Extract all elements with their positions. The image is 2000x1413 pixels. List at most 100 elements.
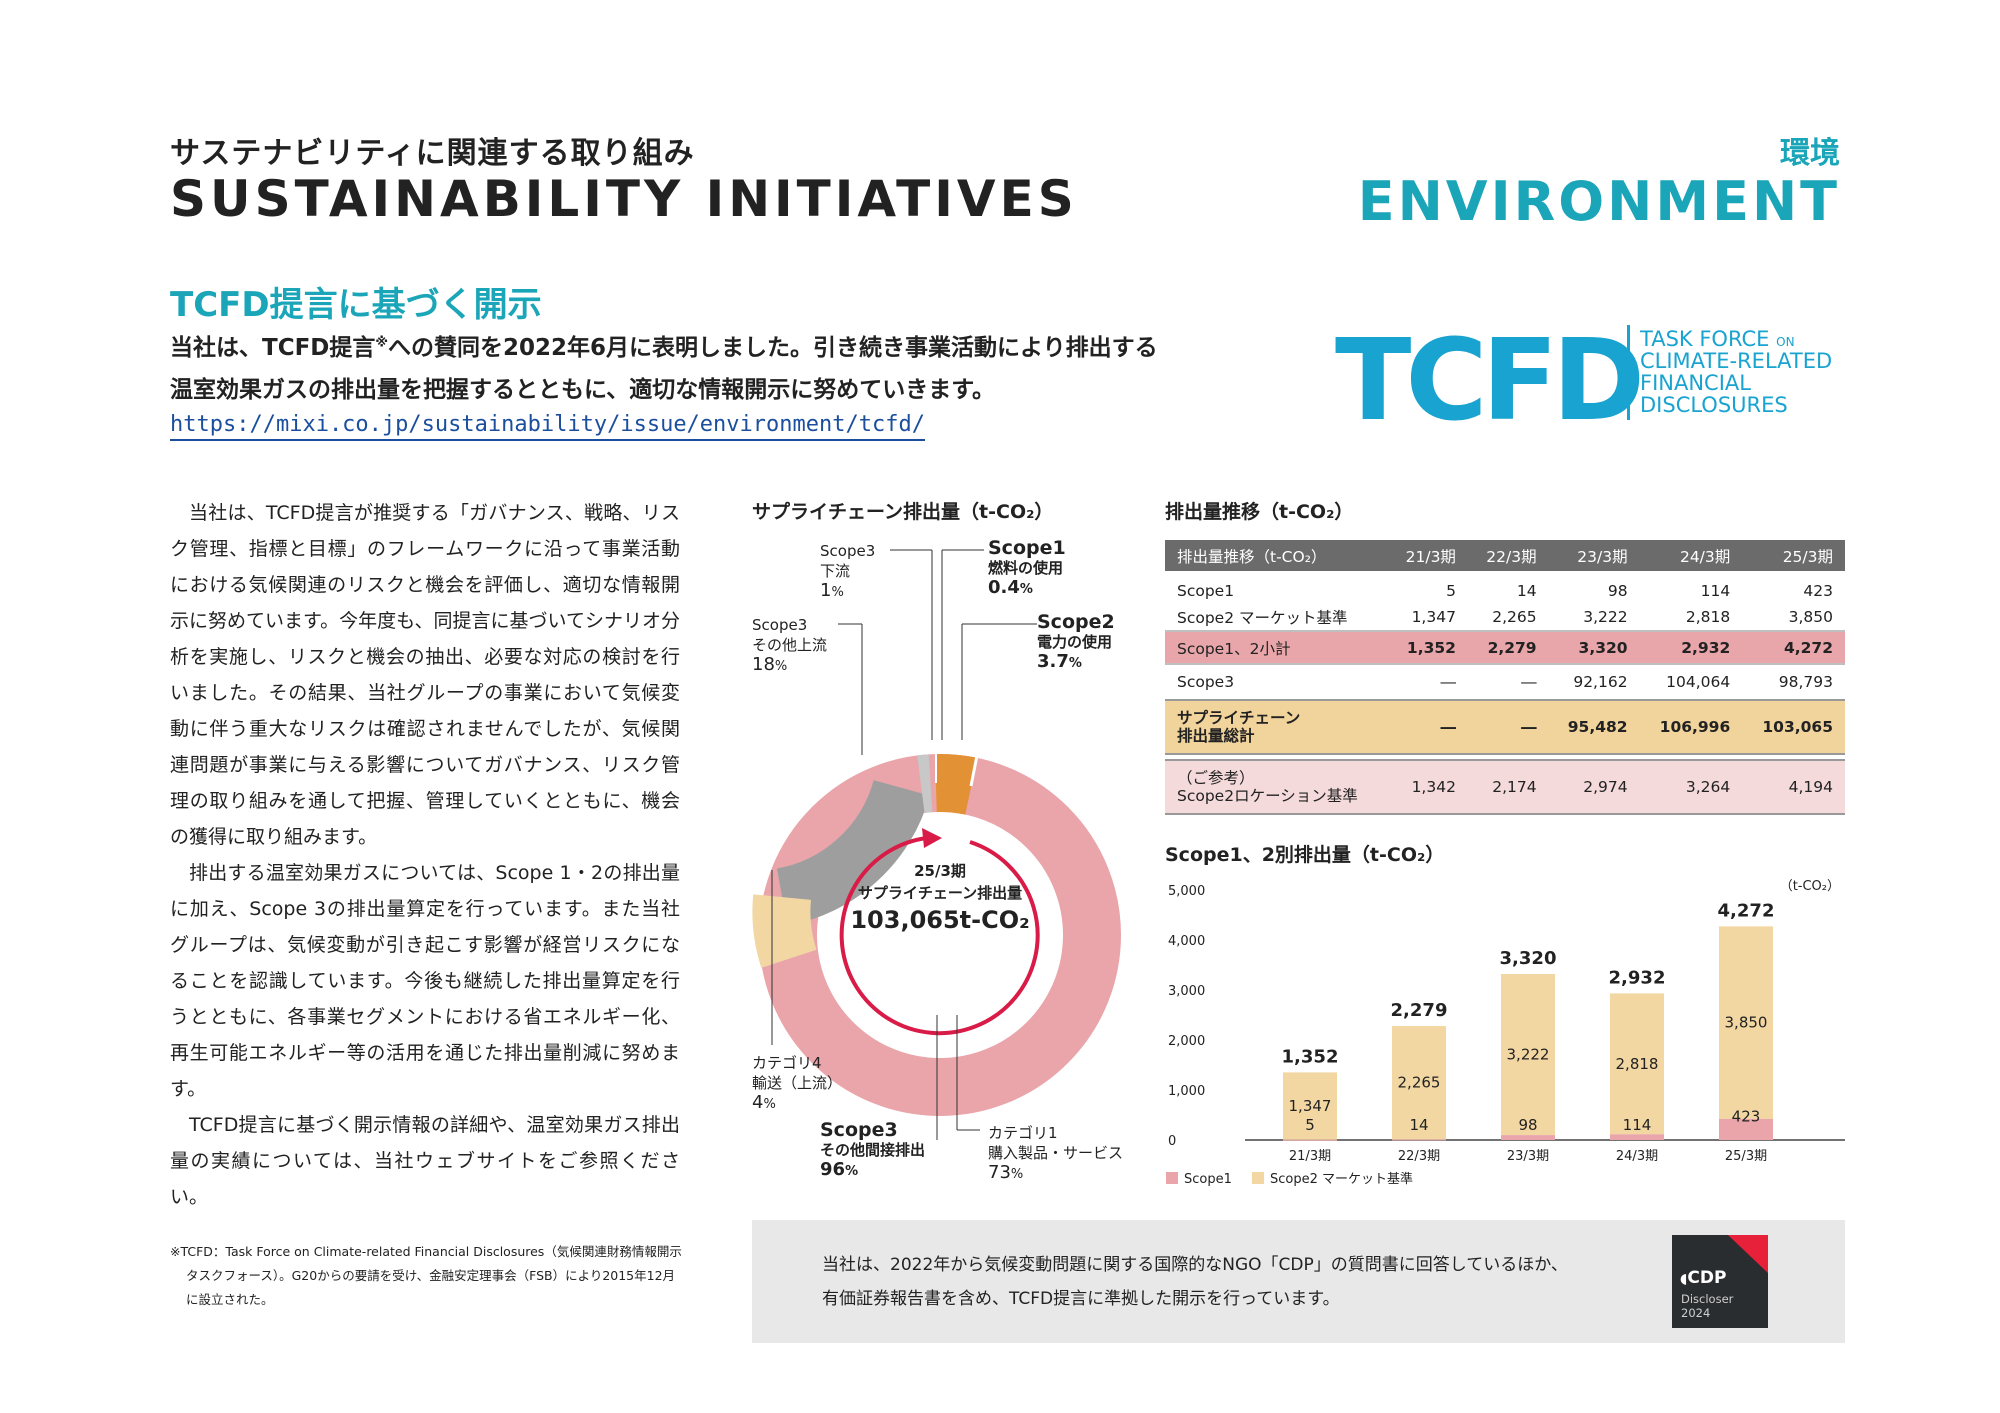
header-title-jp: サステナビリティに関連する取り組み [170,136,695,171]
y-tick-label: 1,000 [1168,1084,1205,1099]
table-cell: ― [1440,673,1456,691]
table-cell: ― [1387,699,1468,755]
table-cell: 3,264 [1639,759,1743,815]
table-header: 21/3期 [1387,540,1468,571]
table-cell: Scope1 [1177,581,1235,600]
table-row: Scope2 マーケット基準 1,347 2,265 3,222 2,818 3… [1165,604,1845,631]
table-cell: 3,222 [1583,608,1628,626]
label-cat4-sub: 輸送（上流） [752,1074,843,1092]
label-cat1-name: カテゴリ1 [988,1124,1058,1142]
label-scope1-pct-value: 0.4 [988,577,1020,598]
tcfd-logo-line-3: FINANCIAL [1640,371,1751,395]
table-cell: 423 [1803,581,1833,600]
table-cell: 5 [1446,581,1456,600]
label-scope3-downstream: Scope3 下流 1% [820,541,875,603]
x-tick-label: 22/3期 [1398,1149,1440,1164]
bar-scope2 [1719,926,1773,1119]
donut-segment-scope3-downstream [917,754,933,813]
legend-swatch-scope1 [1166,1172,1178,1184]
body-paragraph-1: 当社は、TCFD提言が推奨する「ガバナンス、戦略、リスク管理、指標と目標」のフレ… [170,502,680,848]
table-cell: 3,320 [1548,630,1640,665]
bar-scope1-label: 423 [1732,1107,1761,1125]
label-scope3-sub: その他間接排出 [820,1141,926,1159]
bar-total-label: 3,320 [1500,948,1557,969]
table-cell: 3,850 [1788,608,1833,626]
lead-line-2: 温室効果ガスの排出量を把握するとともに、適切な情報開示に努めていきます。 [170,377,996,403]
label-scope1-name: Scope1 [988,537,1066,559]
label-scope2-pct-value: 3.7 [1037,651,1069,672]
x-tick-label: 24/3期 [1616,1149,1658,1164]
table-cell: ― [1467,699,1549,755]
table-cell: 2,818 [1685,608,1731,626]
cdp-text-line-1: 当社は、2022年から気候変動問題に関する国際的なNGO「CDP」の質問書に回答… [822,1255,1568,1275]
table-cell: 103,065 [1742,699,1845,755]
table-cell-line: 排出量総計 [1177,727,1255,745]
x-tick-label: 25/3期 [1725,1149,1767,1164]
tcfd-logo-line-4: DISCLOSURES [1640,393,1788,417]
bar-scope2 [1392,1026,1446,1140]
table-cell-line: （ご参考） [1177,769,1255,787]
cdp-text-line-2: 有価証券報告書を含め、TCFD提言に準拠した開示を行っています。 [822,1289,1340,1309]
label-scope3-pct: 96% [820,1160,925,1182]
cdp-logo: ◖CDP [1680,1268,1726,1288]
tcfd-logo-divider [1627,325,1630,420]
bar-scope1 [1719,1118,1773,1140]
bar-total-label: 2,279 [1391,1000,1448,1021]
label-s3other-pct-sign: % [774,659,788,674]
label-cat4-pct: 4% [752,1093,842,1115]
bar-scope1 [1392,1139,1446,1141]
supply-chain-title: サプライチェーン排出量（t-CO₂） [752,501,1054,523]
bar-chart-title: Scope1、2別排出量（t-CO₂） [1165,844,1445,866]
label-scope1-pct-sign: % [1019,582,1033,597]
table-row: Scope3 ― ― 92,162 104,064 98,793 [1165,664,1845,700]
table-cell: サプライチェーン 排出量総計 [1165,699,1388,755]
label-scope1-sub: 燃料の使用 [988,559,1064,577]
table-cell-line: Scope2ロケーション基準 [1177,787,1358,805]
lead-line-1: 当社は、TCFD提言※への賛同を2022年6月に表明しました。引き続き事業活動に… [170,328,1158,362]
label-cat4-name: カテゴリ4 [752,1054,822,1072]
table-header: 排出量推移（t-CO₂） [1165,540,1388,571]
bar-scope1-label: 5 [1305,1116,1315,1134]
label-scope1-pct: 0.4% [988,578,1066,600]
table-cell: 98,793 [1778,673,1833,691]
legend-label-scope1: Scope1 [1184,1172,1232,1187]
bar-total-label: 2,932 [1609,967,1666,988]
table-row-reference: （ご参考） Scope2ロケーション基準 1,342 2,174 2,974 3,… [1165,759,1845,815]
label-scope3-other: Scope3 その他上流 18% [752,615,827,677]
table-cell: 2,265 [1492,608,1537,626]
table-header: 24/3期 [1639,540,1743,571]
lead-line-1b: への賛同を2022年6月に表明しました。引き続き事業活動により排出する [388,335,1158,361]
label-cat1-pct-sign: % [1010,1167,1024,1182]
table-cell: Scope3 [1177,673,1235,691]
emissions-table: 排出量推移（t-CO₂） 21/3期 22/3期 23/3期 24/3期 25/… [1165,540,1845,815]
label-s3other-pct: 18% [752,655,827,677]
label-scope2-sub: 電力の使用 [1037,633,1113,651]
table-header: 25/3期 [1742,540,1845,571]
table-cell: 2,279 [1467,630,1549,665]
tcfd-page-link[interactable]: https://mixi.co.jp/sustainability/issue/… [170,412,925,441]
tcfd-logo-line-2: CLIMATE-RELATED [1640,349,1833,373]
x-tick-label: 23/3期 [1507,1149,1549,1164]
y-tick-label: 5,000 [1168,884,1205,899]
table-cell: 2,174 [1467,759,1549,815]
legend-label-scope2: Scope2 マーケット基準 [1270,1171,1413,1187]
bar-scope2-label: 2,265 [1398,1074,1441,1092]
tcfd-logo-mark: TCFD [1335,316,1645,446]
table-cell-line: サプライチェーン [1177,709,1301,727]
header-title-en: SUSTAINABILITY INITIATIVES [170,170,1078,228]
table-cell: 104,064 [1666,673,1731,691]
bar-scope1 [1283,1139,1337,1141]
table-row-supply-chain-total: サプライチェーン 排出量総計 ― ― 95,482 106,996 103,065 [1165,699,1845,755]
label-category1: カテゴリ1 購入製品・サービス 73% [988,1123,1123,1185]
table-cell: 98 [1607,581,1628,600]
label-cat1-pct-value: 73 [988,1162,1011,1183]
label-scope1: Scope1 燃料の使用 0.4% [988,538,1066,600]
table-row: Scope1 5 14 98 114 423 [1165,577,1845,604]
label-cat4-pct-sign: % [763,1097,776,1112]
table-cell: ― [1521,673,1537,691]
table-cell: （ご参考） Scope2ロケーション基準 [1165,759,1388,815]
label-s3other-pct-value: 18 [752,654,775,675]
cdp-logo-mark-icon: ◖ [1680,1271,1688,1287]
bar-scope2 [1283,1072,1337,1140]
lead-line-1a: 当社は、TCFD提言 [170,335,376,361]
